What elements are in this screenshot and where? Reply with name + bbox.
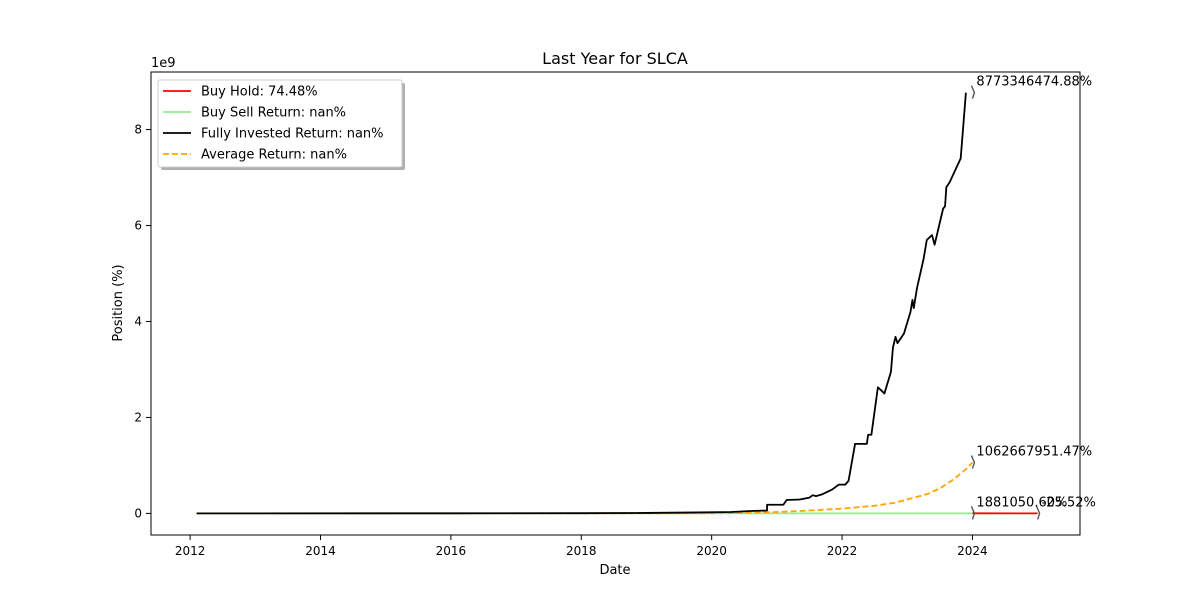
- y-tick-label: 8: [134, 123, 142, 137]
- annotation-label: -25.52%: [1042, 495, 1096, 510]
- x-tick-label: 2018: [566, 544, 597, 558]
- legend-box: [157, 79, 403, 168]
- y-tick-label: 0: [134, 506, 142, 520]
- x-tick-label: 2012: [175, 544, 206, 558]
- annotation-marker: [970, 455, 976, 469]
- legend-label: Fully Invested Return: nan%: [201, 127, 384, 142]
- annotation-marker: [1035, 506, 1041, 520]
- x-tick-label: 2014: [305, 544, 336, 558]
- annotation-marker: [970, 85, 976, 99]
- legend-label: Buy Sell Return: nan%: [201, 106, 346, 121]
- x-tick-label: 2016: [436, 544, 467, 558]
- annotation-label: 8773346474.88%: [976, 75, 1092, 90]
- legend: Buy Hold: 74.48% Buy Sell Return: nan% Ful…: [157, 79, 405, 170]
- offset-label: 1e9: [151, 56, 176, 71]
- annotations: 8773346474.88% 1062667951.47% 1881050.60%-…: [970, 75, 1096, 520]
- axis-ticks: 2012 2014 2016 2018 2020 2022 2024 0 2 4 6 8: [134, 123, 987, 558]
- annotation-label: 1062667951.47%: [976, 445, 1092, 460]
- chart-title: Last Year for SLCA: [542, 49, 688, 68]
- y-tick-label: 2: [134, 410, 142, 424]
- x-axis-label: Date: [599, 563, 630, 578]
- series-line: [196, 461, 974, 515]
- x-tick-label: 2024: [957, 544, 988, 558]
- x-tick-label: 2020: [696, 544, 727, 558]
- legend-label: Average Return: nan%: [201, 148, 347, 163]
- annotation-marker: [970, 506, 976, 520]
- x-tick-label: 2022: [827, 544, 858, 558]
- y-tick-label: 6: [134, 219, 142, 233]
- series-layer: [196, 92, 1038, 515]
- annotation-label: 1881050.60%: [976, 495, 1067, 510]
- y-tick-label: 4: [134, 314, 142, 328]
- plot-frame: [150, 71, 1081, 536]
- legend-label: Buy Hold: 74.48%: [201, 85, 318, 100]
- y-axis-label: Position (%): [111, 264, 126, 341]
- series-line: [196, 92, 967, 515]
